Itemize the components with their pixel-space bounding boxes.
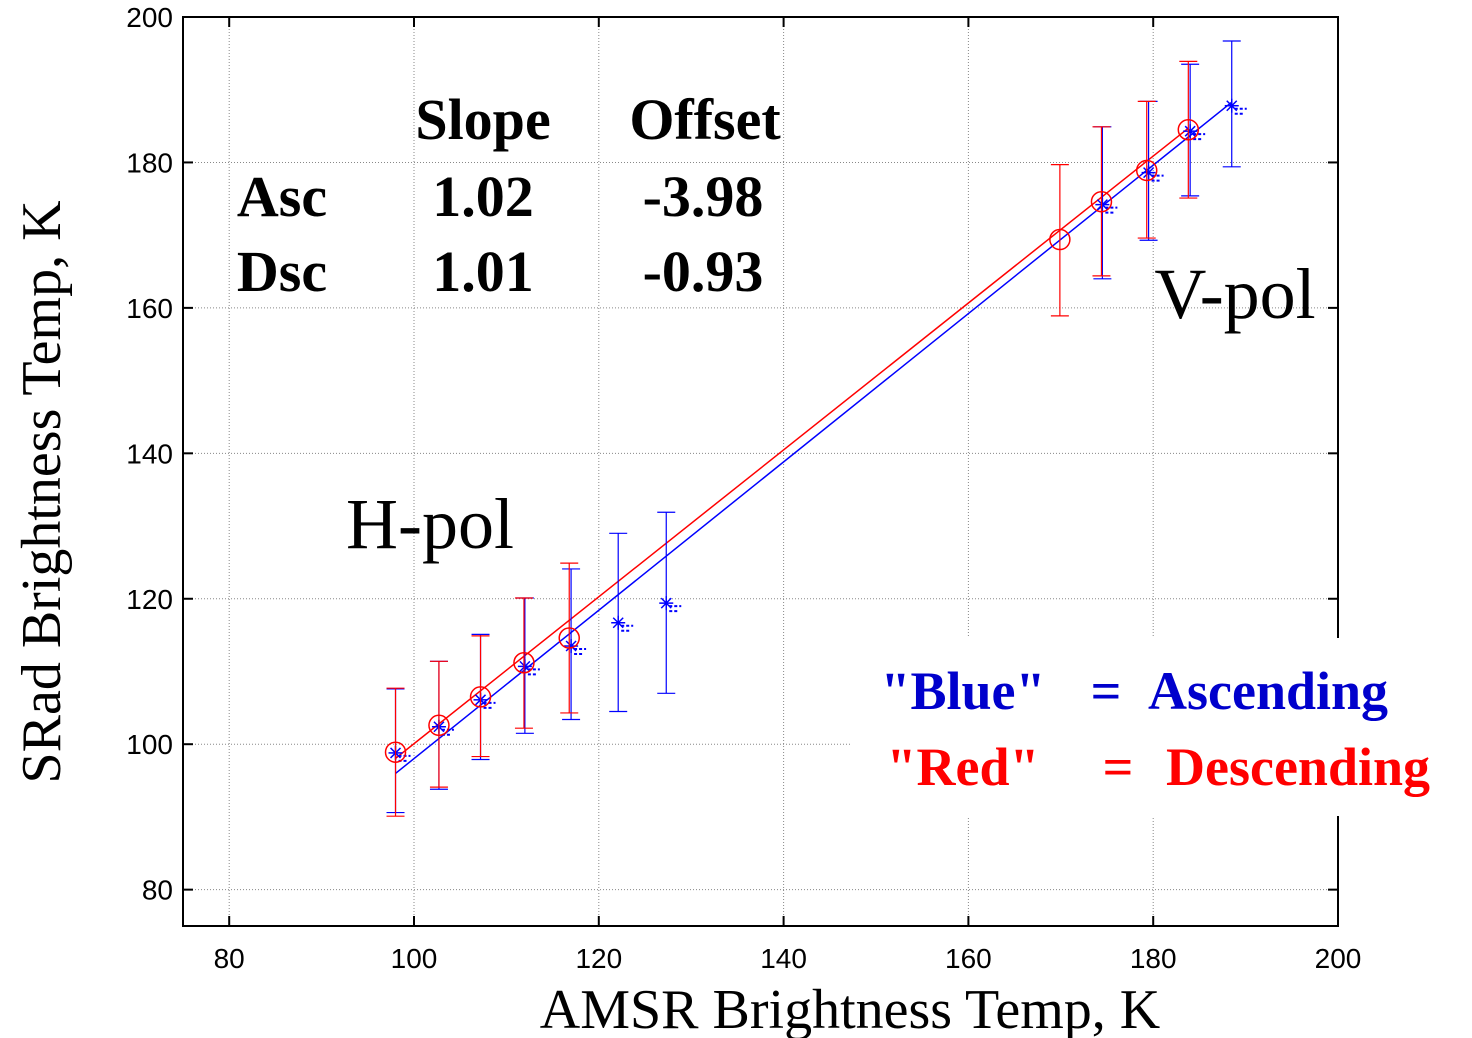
fit-line — [395, 101, 1233, 775]
x-tick-label: 160 — [945, 943, 992, 974]
data-point — [558, 562, 580, 714]
asterisk-marker — [1226, 100, 1238, 112]
circle-marker — [1135, 159, 1158, 182]
data-point — [428, 660, 450, 788]
circle-marker — [558, 627, 580, 649]
data-point — [1093, 126, 1118, 280]
axis-ticks: 80 100 120 140 160 180 200 80 100 120 140 160 180 200 — [126, 2, 1361, 974]
circle-marker — [428, 714, 450, 737]
x-tick-label: 80 — [214, 943, 245, 974]
fit-table-header-offset: Offset — [629, 87, 781, 152]
data-markers — [384, 40, 1247, 817]
data-point — [515, 597, 540, 734]
legend-background — [850, 638, 1340, 816]
data-point — [469, 635, 492, 758]
circle-marker — [469, 686, 492, 708]
asterisk-marker — [1184, 125, 1196, 137]
data-point — [562, 568, 587, 721]
v-pol-label: V-pol — [1154, 254, 1315, 334]
fit-table-row-slope: 1.02 — [432, 164, 534, 229]
circle-marker — [1090, 190, 1113, 213]
data-point — [1090, 126, 1113, 277]
x-tick-label: 120 — [575, 943, 622, 974]
asterisk-marker — [565, 640, 577, 652]
h-pol-label: H-pol — [346, 484, 514, 564]
data-point — [609, 532, 634, 713]
x-tick-label: 180 — [1130, 943, 1177, 974]
x-tick-label: 140 — [760, 943, 807, 974]
asterisk-marker — [519, 660, 531, 672]
y-tick-label: 160 — [126, 293, 173, 324]
fit-table-row-slope: 1.01 — [432, 239, 534, 304]
x-tick-label: 100 — [391, 943, 438, 974]
y-tick-label: 120 — [126, 584, 173, 615]
data-point — [1049, 164, 1071, 317]
fit-table-header-slope: Slope — [415, 87, 550, 152]
x-tick-label: 200 — [1315, 943, 1362, 974]
fit-table-row-name: Dsc — [237, 239, 327, 304]
plot-frame — [182, 16, 1339, 927]
legend-blue-value: Ascending — [1148, 661, 1388, 721]
fit-table: Slope Offset Asc 1.02 -3.98 Dsc 1.01 -0.… — [237, 87, 781, 304]
fit-table-row-name: Asc — [237, 164, 327, 229]
data-point — [1181, 63, 1206, 197]
data-point — [1222, 40, 1247, 168]
y-tick-label: 100 — [126, 729, 173, 760]
asterisk-marker — [1143, 167, 1155, 179]
data-point — [386, 688, 411, 814]
legend-blue-equals: = — [1091, 661, 1122, 721]
legend-red-value: Descending — [1166, 737, 1430, 797]
data-point — [657, 511, 682, 694]
legend-red-equals: = — [1103, 737, 1134, 797]
circle-marker — [513, 652, 535, 674]
fit-table-row-offset: -3.98 — [643, 164, 764, 229]
legend-blue-key: "Blue" — [881, 661, 1046, 721]
data-point — [513, 597, 535, 729]
asterisk-marker — [612, 617, 624, 629]
y-axis-title: SRad Brightness Temp, K — [11, 200, 73, 783]
circle-marker — [384, 741, 407, 763]
data-point — [1177, 60, 1200, 199]
data-point — [429, 660, 454, 790]
data-point — [384, 687, 407, 817]
x-axis-title: AMSR Brightness Temp, K — [540, 979, 1160, 1038]
legend-box: "Blue" = Ascending "Red" = Descending — [850, 638, 1430, 816]
data-point — [1135, 100, 1158, 239]
asterisk-marker — [1096, 199, 1108, 211]
y-tick-label: 200 — [126, 2, 173, 33]
y-tick-label: 140 — [126, 438, 173, 469]
circle-marker — [1049, 228, 1071, 251]
y-tick-label: 180 — [126, 147, 173, 178]
data-point — [1139, 100, 1164, 241]
y-tick-label: 80 — [142, 875, 173, 906]
circle-marker — [1177, 118, 1200, 141]
legend-red-key: "Red" — [887, 737, 1040, 797]
asterisk-marker — [660, 597, 672, 609]
fit-table-row-offset: -0.93 — [643, 239, 764, 304]
